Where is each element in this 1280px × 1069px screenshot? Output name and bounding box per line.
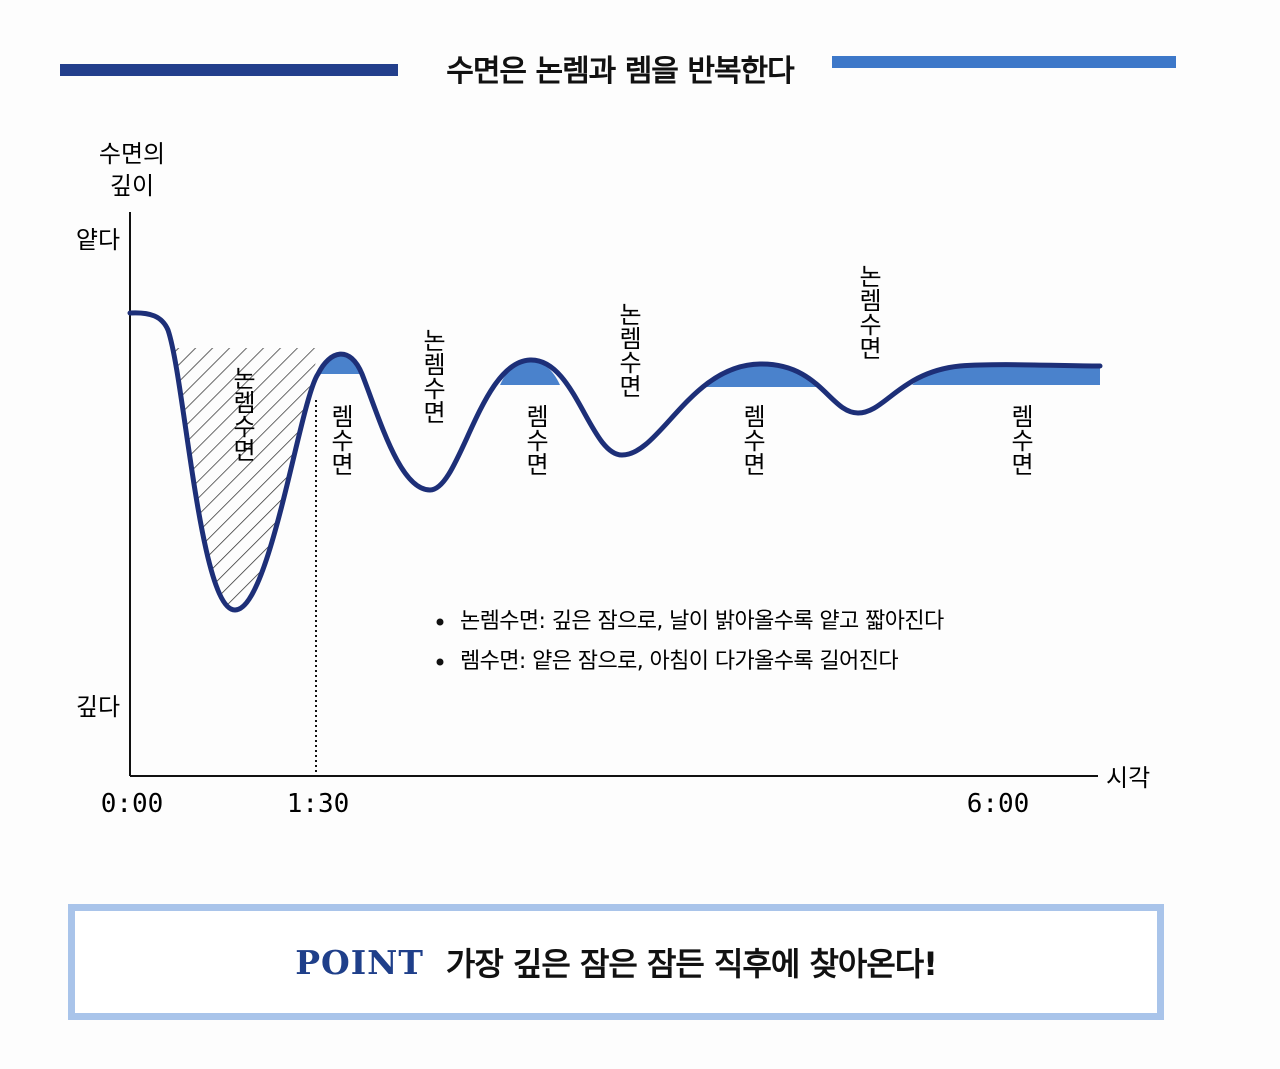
title-bar-left (60, 64, 398, 76)
stage-label-rem-2: 렘수면 (521, 404, 549, 476)
y-axis-label-line2: 깊이 (110, 172, 154, 200)
note-rem: 렘수면: 얕은 잠으로, 아침이 다가올수록 길어진다 (460, 649, 898, 674)
stage-label-nonrem-4: 논렘수면 (854, 264, 882, 360)
note-bullet-2 (436, 658, 444, 666)
note-bullet-1 (436, 618, 444, 626)
stage-label-rem-4: 렘수면 (1006, 404, 1034, 476)
title-bar-right (832, 56, 1176, 68)
x-tick-0600: 6:00 (967, 789, 1030, 819)
point-text: 가장 깊은 잠은 잠든 직후에 찾아온다! (445, 945, 938, 983)
x-tick-0000: 0:00 (101, 789, 164, 819)
note-nonrem: 논렘수면: 깊은 잠으로, 날이 밝아올수록 얕고 짧아진다 (460, 609, 944, 634)
nonrem-hatched-region (175, 348, 320, 610)
stage-label-rem-3: 렘수면 (738, 404, 766, 476)
y-axis-label-line1: 수면의 (99, 140, 165, 168)
sleep-depth-curve (127, 310, 1103, 613)
x-axis-label: 시각 (1106, 764, 1150, 792)
x-tick-0130: 1:30 (287, 789, 350, 819)
sleep-depth-chart: 수면의 깊이 얕다 깊다 시각 0:00 1:30 6:00 논렘수면 렘수면 … (76, 140, 1150, 819)
chart-title: 수면은 논렘과 렘을 반복한다 (446, 54, 795, 89)
stage-label-nonrem-3: 논렘수면 (614, 302, 642, 398)
rem-region-4 (912, 364, 1100, 385)
point-callout: POINT 가장 깊은 잠은 잠든 직후에 찾아온다! (68, 904, 1164, 1020)
chart-title-banner: 수면은 논렘과 렘을 반복한다 (60, 40, 1180, 100)
point-label: POINT (295, 942, 424, 982)
stage-label-nonrem-2: 논렘수면 (418, 328, 446, 424)
stage-label-nonrem-1: 논렘수면 (228, 366, 256, 462)
y-axis-deep-label: 깊다 (76, 693, 120, 721)
y-axis-shallow-label: 얕다 (76, 226, 120, 254)
stage-label-rem-1: 렘수면 (326, 404, 354, 476)
